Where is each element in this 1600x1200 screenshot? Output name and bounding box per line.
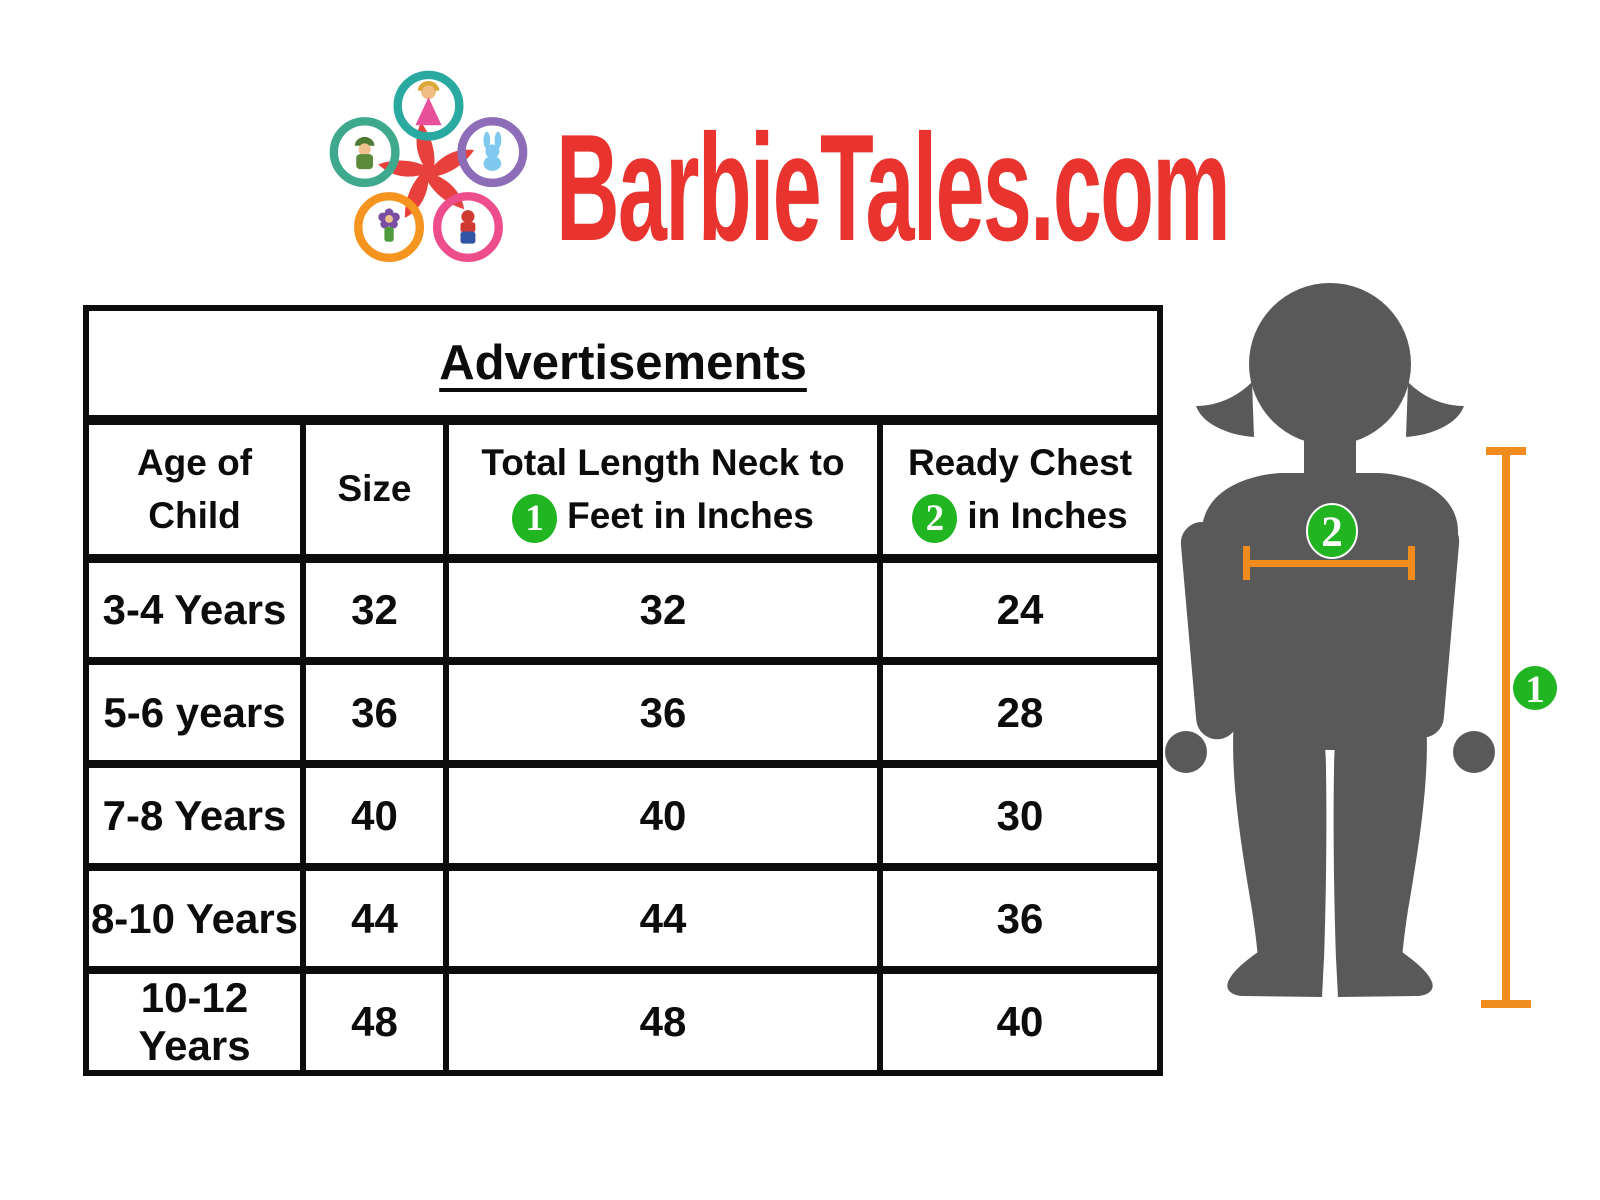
age-cell: 10-12 Years [83, 966, 306, 1076]
size-chart-table: Advertisements Age of Child Size Total L… [82, 305, 1164, 1076]
length-cell: 32 [443, 554, 883, 664]
petal-ring-upper-left [329, 117, 400, 188]
petal-ring-top [393, 70, 464, 141]
chest-measure-line [1243, 546, 1415, 580]
length-cell: 40 [443, 760, 883, 870]
height-measure-line [1481, 447, 1531, 1008]
table-row: 5-6 years 36 36 28 [83, 657, 1164, 767]
brand-title: BarbieTales.com [556, 103, 1231, 273]
flower-costume-kid-icon [378, 208, 400, 242]
spiderman-kid-icon [460, 210, 476, 244]
brand-flower-icon [329, 70, 528, 263]
chest-cell: 30 [876, 760, 1164, 870]
child-silhouette [1165, 283, 1495, 997]
barbie-princess-icon [415, 81, 442, 126]
petal-ring-lower-left [354, 192, 425, 263]
size-cell: 44 [300, 863, 449, 973]
chest-marker-number: 2 [1321, 509, 1343, 556]
table-row: 3-4 Years 32 32 24 [83, 554, 1164, 664]
age-cell: 5-6 years [83, 657, 306, 767]
size-cell: 36 [300, 657, 449, 767]
blue-bunny-icon [483, 131, 502, 171]
height-marker-number: 1 [1525, 668, 1545, 711]
length-cell: 44 [443, 863, 883, 973]
circled-2-marker: 2 [912, 493, 958, 543]
chest-cell: 40 [876, 966, 1164, 1076]
chest-cell: 36 [876, 863, 1164, 973]
chest-marker-badge: 2 [1306, 503, 1358, 559]
header-length: Total Length Neck to 1 Feet in Inches [443, 417, 883, 563]
circled-1-marker: 1 [512, 493, 558, 543]
height-marker-badge: 1 [1513, 666, 1557, 711]
table-row: 7-8 Years 40 40 30 [83, 760, 1164, 870]
table-row: 8-10 Years 44 44 36 [83, 863, 1164, 973]
table-header-row: Age of Child Size Total Length Neck to 1… [83, 417, 1164, 563]
length-cell: 48 [443, 966, 883, 1076]
header-size: Size [300, 417, 449, 563]
table-title: Advertisements [439, 336, 807, 390]
age-cell: 8-10 Years [83, 863, 306, 973]
chest-cell: 24 [876, 554, 1164, 664]
table-row: 10-12 Years 48 48 40 [83, 966, 1164, 1076]
size-cell: 32 [300, 554, 449, 664]
petal-ring-lower-right [432, 192, 503, 263]
age-cell: 3-4 Years [83, 554, 306, 664]
length-cell: 36 [443, 657, 883, 767]
soldier-boy-icon [354, 136, 375, 170]
header-age: Age of Child [83, 417, 306, 563]
measurement-figure: 2 1 [1165, 283, 1557, 1008]
chest-cell: 28 [876, 657, 1164, 767]
size-cell: 40 [300, 760, 449, 870]
petal-ring-upper-right [457, 117, 528, 188]
age-cell: 7-8 Years [83, 760, 306, 870]
size-cell: 48 [300, 966, 449, 1076]
header-chest: Ready Chest in Inches2in Inches [876, 417, 1164, 563]
table-title-row: Advertisements [82, 305, 1164, 425]
